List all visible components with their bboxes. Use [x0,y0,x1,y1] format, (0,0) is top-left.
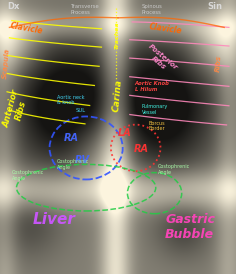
Text: Clavicle: Clavicle [149,22,183,36]
Text: Costophrenic
Angle: Costophrenic Angle [57,159,89,170]
Text: LA: LA [118,128,132,138]
Text: Borcus
Border: Borcus Border [149,121,165,132]
Text: SUL: SUL [76,109,86,113]
Text: Clavicle: Clavicle [9,21,44,36]
Text: Trachea: Trachea [114,22,119,50]
Text: Scapula: Scapula [2,47,11,79]
Text: Aortic neck
& knob: Aortic neck & knob [57,95,84,105]
Text: Carina: Carina [112,79,124,113]
Text: Ribs: Ribs [215,54,222,72]
Text: Spinous
Process: Spinous Process [142,4,162,15]
Text: Transverse
Process: Transverse Process [71,4,100,15]
Text: RV: RV [75,155,90,165]
Text: Posterior
Ribs: Posterior Ribs [142,44,179,77]
Text: Anterior
Ribs: Anterior Ribs [2,88,31,131]
Text: RA: RA [63,133,78,143]
Text: Gastric
Bubble: Gastric Bubble [165,213,215,241]
Text: RA: RA [134,144,149,154]
Text: Dx: Dx [7,2,19,11]
Text: Liver: Liver [33,212,76,227]
Text: Aortic Knob
L Hilum: Aortic Knob L Hilum [135,81,169,92]
Text: Costophrenic
Angle: Costophrenic Angle [158,164,190,175]
Text: Pulmonary
Vessel: Pulmonary Vessel [142,104,168,115]
Text: Sin: Sin [208,2,223,11]
Text: Costophrenic
Angle: Costophrenic Angle [12,170,44,181]
